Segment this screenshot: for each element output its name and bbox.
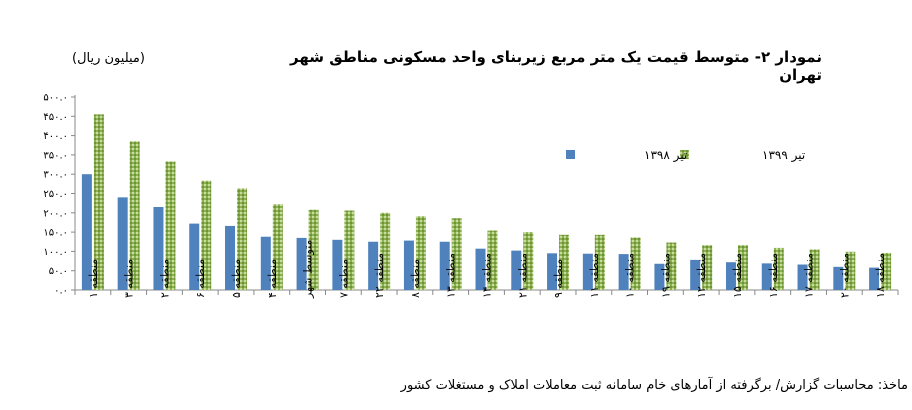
x-category-label: متوسط شهر bbox=[302, 239, 315, 299]
y-tick-label: ۴۵۰.۰ bbox=[43, 112, 68, 123]
x-category-label: منطقه ۱۰ bbox=[624, 253, 637, 298]
y-tick-label: ۳۰۰.۰ bbox=[43, 170, 68, 181]
x-category-label: منطقه ۲۲ bbox=[373, 253, 386, 298]
bar-1399 bbox=[737, 245, 748, 290]
bar-1398 bbox=[761, 263, 772, 290]
y-tick-label: ۱۵۰.۰ bbox=[43, 228, 68, 239]
legend-swatch bbox=[566, 150, 575, 159]
bar-1399 bbox=[845, 251, 856, 290]
bar-1399 bbox=[666, 242, 677, 290]
x-category-label: منطقه ۳ bbox=[123, 259, 136, 298]
bar-1399 bbox=[201, 180, 212, 290]
bar-1398 bbox=[189, 223, 200, 290]
y-tick-label: ۴۰۰.۰ bbox=[43, 131, 68, 142]
x-category-label: منطقه ۵ bbox=[230, 259, 243, 298]
x-category-label: منطقه ۲۰ bbox=[838, 253, 851, 298]
bar-1398 bbox=[797, 264, 808, 290]
bar-1398 bbox=[260, 236, 271, 290]
x-category-label: منطقه ۱۵ bbox=[731, 253, 744, 298]
bar-1398 bbox=[475, 248, 486, 290]
bar-1398 bbox=[547, 253, 558, 290]
y-tick-label: ۲۵۰.۰ bbox=[43, 189, 68, 200]
bar-1398 bbox=[582, 253, 593, 290]
bar-1399 bbox=[451, 218, 462, 290]
x-category-label: منطقه ۲۱ bbox=[516, 253, 529, 298]
x-category-label: منطقه ۶ bbox=[194, 259, 207, 298]
bar-1399 bbox=[129, 141, 140, 290]
x-category-label: منطقه ۱۱ bbox=[588, 253, 601, 298]
y-tick-label: ۵۰۰.۰ bbox=[43, 93, 68, 104]
y-tick-label: ۵۰.۰ bbox=[49, 266, 68, 277]
bar-1398 bbox=[869, 267, 880, 290]
x-category-label: منطقه ۷ bbox=[337, 259, 350, 298]
bar-1399 bbox=[809, 249, 820, 290]
bar-1398 bbox=[368, 241, 379, 290]
bar-1399 bbox=[344, 210, 355, 290]
bar-1398 bbox=[725, 262, 736, 290]
bar-1399 bbox=[702, 245, 713, 290]
source-note: ماخذ: محاسبات گزارش/ برگرفته از آمارهای … bbox=[400, 378, 908, 393]
unit-label: (میلیون ریال) bbox=[72, 51, 145, 66]
x-category-label: منطقه ۲ bbox=[158, 259, 171, 298]
x-category-label: منطقه ۴ bbox=[266, 259, 279, 298]
y-tick-label: ۳۵۰.۰ bbox=[43, 150, 68, 161]
bar-1399 bbox=[523, 232, 534, 290]
bar-1398 bbox=[690, 259, 701, 290]
bar-1398 bbox=[439, 241, 450, 290]
bar-1398 bbox=[654, 263, 665, 290]
bar-1399 bbox=[272, 204, 283, 290]
bar-1398 bbox=[225, 225, 236, 290]
x-category-label: منطقه ۱۶ bbox=[767, 253, 780, 298]
bar-1398 bbox=[81, 174, 92, 290]
bar-1399 bbox=[93, 114, 104, 291]
x-category-label: منطقه ۹ bbox=[552, 259, 565, 298]
bar-1399 bbox=[487, 230, 498, 290]
legend-label: تیر ۱۳۹۸ bbox=[644, 148, 687, 163]
bar-1399 bbox=[415, 216, 426, 290]
x-category-label: منطقه ۸ bbox=[409, 259, 422, 298]
legend-label: تیر ۱۳۹۹ bbox=[762, 148, 805, 163]
bar-1399 bbox=[559, 234, 570, 290]
x-category-label: منطقه ۱۴ bbox=[481, 253, 494, 298]
bar-1399 bbox=[237, 188, 248, 290]
bar-1399 bbox=[308, 209, 319, 290]
y-tick-label: ۱۰۰.۰ bbox=[43, 247, 68, 258]
y-tick-label: ۰.۰ bbox=[54, 286, 68, 297]
x-category-label: منطقه ۱ bbox=[87, 259, 100, 298]
bar-1398 bbox=[296, 237, 307, 290]
x-category-label: منطقه ۱۳ bbox=[445, 253, 458, 298]
bar-1399 bbox=[630, 237, 641, 290]
bar-1398 bbox=[511, 250, 522, 290]
y-tick-label: ۲۰۰.۰ bbox=[43, 208, 68, 219]
x-category-label: منطقه ۱۹ bbox=[659, 253, 672, 298]
bar-1398 bbox=[833, 266, 844, 290]
bar-1399 bbox=[881, 252, 892, 290]
bar-1399 bbox=[380, 212, 391, 290]
legend-swatch bbox=[680, 150, 689, 159]
bar-1398 bbox=[117, 197, 128, 290]
bar-1398 bbox=[332, 239, 343, 290]
chart-title: نمودار ۲- متوسط قیمت یک متر مربع زیربنای… bbox=[290, 48, 822, 84]
bar-1399 bbox=[165, 161, 176, 290]
bar-1398 bbox=[153, 207, 164, 290]
x-category-label: منطقه ۱۲ bbox=[695, 253, 708, 298]
bar-1399 bbox=[594, 234, 605, 290]
x-category-label: منطقه ۱۷ bbox=[803, 253, 816, 298]
x-category-label: منطقه ۱۸ bbox=[874, 253, 887, 298]
bar-1399 bbox=[773, 247, 784, 290]
bar-1398 bbox=[403, 240, 414, 290]
bar-1398 bbox=[618, 254, 629, 290]
